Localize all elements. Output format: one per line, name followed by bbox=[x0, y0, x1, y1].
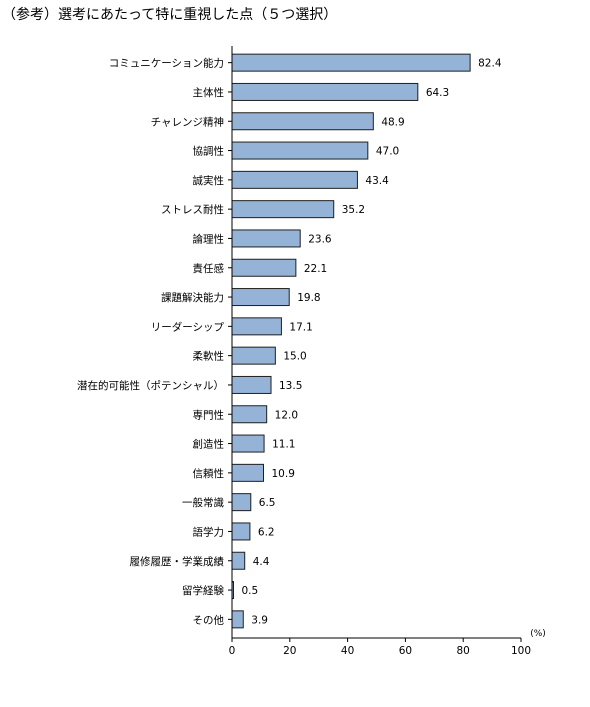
category-label: 創造性 bbox=[193, 438, 225, 451]
x-tick-label: 60 bbox=[399, 645, 412, 657]
value-label: 19.8 bbox=[297, 292, 320, 304]
bar bbox=[231, 112, 374, 131]
value-label: 47.0 bbox=[376, 146, 399, 158]
category-label: 責任感 bbox=[193, 262, 225, 275]
category-label: 一般常識 bbox=[182, 496, 224, 509]
value-label: 12.0 bbox=[275, 409, 298, 421]
bar bbox=[231, 522, 251, 541]
value-label: 82.4 bbox=[478, 58, 502, 70]
bar bbox=[231, 53, 471, 72]
category-label: 留学経験 bbox=[182, 584, 224, 597]
bar bbox=[231, 346, 276, 365]
bar bbox=[231, 493, 252, 512]
category-label: 誠実性 bbox=[193, 174, 225, 187]
x-tick-label: 20 bbox=[283, 645, 296, 657]
category-label: 主体性 bbox=[193, 86, 225, 99]
value-label: 13.5 bbox=[279, 380, 302, 392]
x-tick-label: 80 bbox=[457, 645, 470, 657]
value-label: 10.9 bbox=[272, 468, 295, 480]
category-label: ストレス耐性 bbox=[161, 203, 224, 216]
bar bbox=[231, 82, 419, 101]
category-label: 課題解決能力 bbox=[161, 291, 224, 304]
value-label: 3.9 bbox=[251, 614, 268, 626]
category-label: 履修履歴・学業成績 bbox=[130, 555, 225, 568]
category-label: 協調性 bbox=[193, 145, 225, 158]
value-label: 43.4 bbox=[365, 175, 389, 187]
category-label: 信頼性 bbox=[193, 467, 225, 480]
category-label: 語学力 bbox=[193, 525, 225, 538]
bar bbox=[231, 434, 265, 453]
bar bbox=[231, 405, 268, 424]
value-label: 11.1 bbox=[272, 439, 295, 451]
category-label: チャレンジ精神 bbox=[151, 115, 224, 128]
bar bbox=[231, 229, 301, 248]
category-label: コミュニケーション能力 bbox=[109, 57, 224, 70]
value-label: 4.4 bbox=[253, 556, 270, 568]
bar bbox=[231, 141, 369, 160]
category-label: 専門性 bbox=[193, 408, 225, 421]
category-label: その他 bbox=[193, 613, 225, 626]
bar bbox=[231, 317, 282, 336]
category-label: リーダーシップ bbox=[151, 320, 225, 333]
value-label: 23.6 bbox=[308, 233, 332, 245]
chart-title: （参考）選考にあたって特に重視した点（５つ選択） bbox=[2, 7, 338, 23]
x-unit-label: (%) bbox=[530, 629, 546, 639]
bar bbox=[231, 610, 244, 629]
value-label: 0.5 bbox=[242, 585, 259, 597]
value-label: 17.1 bbox=[289, 321, 312, 333]
bar bbox=[231, 463, 265, 482]
value-label: 64.3 bbox=[426, 87, 449, 99]
bar bbox=[231, 258, 297, 277]
value-label: 15.0 bbox=[283, 351, 306, 363]
value-label: 6.2 bbox=[258, 526, 275, 538]
bar bbox=[231, 200, 335, 219]
x-tick-label: 100 bbox=[511, 645, 531, 657]
category-label: 論理性 bbox=[193, 232, 225, 245]
value-label: 22.1 bbox=[304, 263, 327, 275]
bar bbox=[231, 170, 358, 189]
value-label: 6.5 bbox=[259, 497, 276, 509]
category-label: 柔軟性 bbox=[193, 350, 225, 363]
x-tick-label: 0 bbox=[229, 645, 236, 657]
category-label: 潜在的可能性（ポテンシャル） bbox=[77, 379, 224, 392]
bar bbox=[231, 551, 246, 570]
bar bbox=[231, 288, 290, 307]
value-label: 48.9 bbox=[381, 116, 404, 128]
bar bbox=[231, 375, 272, 394]
x-tick-label: 40 bbox=[341, 645, 354, 657]
value-label: 35.2 bbox=[342, 204, 365, 216]
